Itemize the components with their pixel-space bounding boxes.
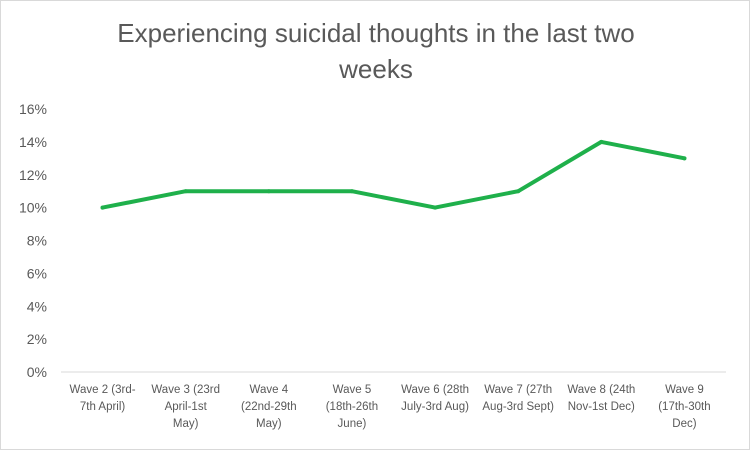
data-point (266, 189, 271, 194)
y-tick-label: 8% (27, 233, 47, 249)
data-point (349, 189, 354, 194)
x-category-label: Wave 4 (22nd-29th May) (241, 384, 297, 430)
y-tick-label: 6% (27, 265, 47, 281)
x-category-label: Wave 3 (23rd April-1st May) (151, 384, 220, 430)
chart-title-line-2: weeks (339, 54, 413, 84)
chart-title-line-1: Experiencing suicidal thoughts in the la… (117, 18, 635, 48)
chart-title: Experiencing suicidal thoughts in the la… (61, 15, 691, 87)
data-point (433, 205, 438, 210)
x-category-label: Wave 9 (17th-30th Dec) (658, 384, 710, 430)
data-point (682, 156, 687, 161)
x-category-label: Wave 5 (18th-26th June) (326, 384, 378, 430)
y-tick-label: 14% (19, 134, 47, 150)
y-tick-label: 12% (19, 167, 47, 183)
y-tick-label: 2% (27, 331, 47, 347)
x-category-label: Wave 7 (27th Aug-3rd Sept) (482, 384, 554, 413)
x-category-label: Wave 8 (24th Nov-1st Dec) (567, 384, 635, 413)
y-tick-label: 16% (19, 101, 47, 117)
data-point (599, 139, 604, 144)
x-category-label: Wave 6 (28th July-3rd Aug) (401, 384, 469, 413)
series-layer (100, 139, 687, 210)
x-category-label: Wave 2 (3rd-7th April) (70, 384, 136, 413)
series-line (100, 139, 687, 210)
y-tick-label: 4% (27, 298, 47, 314)
data-point (516, 189, 521, 194)
y-tick-label: 0% (27, 364, 47, 380)
x-axis-labels: Wave 2 (3rd-7th April) Wave 3 (23rd April-… (70, 384, 711, 430)
data-point (100, 205, 105, 210)
y-axis-labels: 0% 2% 4% 6% 8% 10% 12% 14% 16% (19, 101, 47, 380)
y-tick-label: 10% (19, 200, 47, 216)
data-point (183, 189, 188, 194)
